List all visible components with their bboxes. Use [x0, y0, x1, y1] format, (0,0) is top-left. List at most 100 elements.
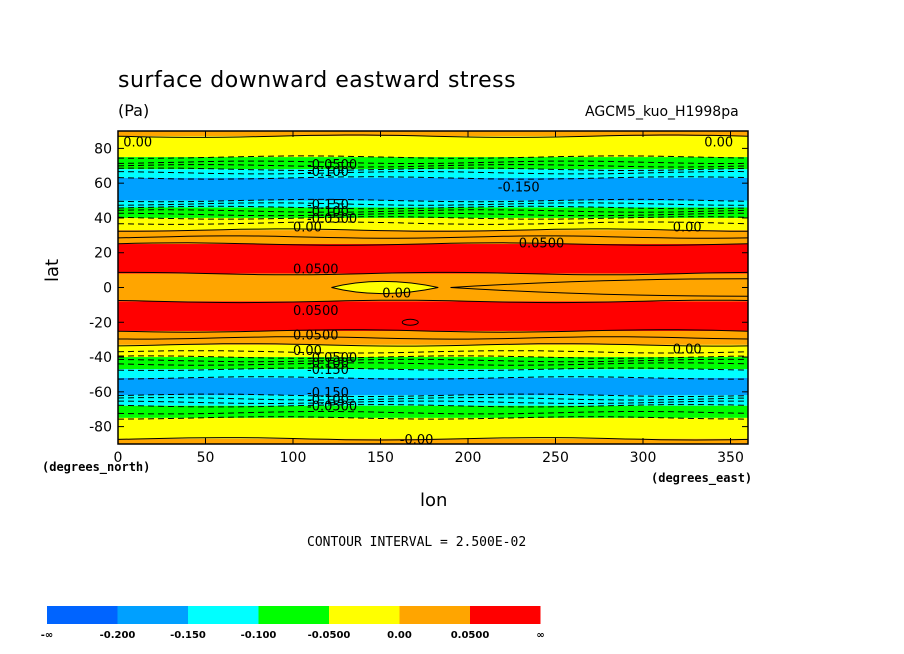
contour-line-22 [118, 350, 748, 354]
contour-line-32 [118, 411, 748, 415]
x-axis-label: lon [420, 490, 448, 511]
contour-line-16 [118, 242, 748, 246]
contour-label-9: 0.00 [673, 221, 702, 236]
contour-label-11: 0.0500 [293, 262, 339, 277]
contour-line-20 [118, 336, 748, 340]
contour-label-21: -0.100 [307, 393, 349, 408]
colorbar-label-1: -0.200 [100, 630, 136, 641]
band-14 [118, 357, 748, 370]
y-axis-units: (degrees_north) [42, 460, 151, 474]
contour-label-6: -0.100 [307, 205, 349, 220]
contour-line-9 [118, 205, 748, 210]
contour-label-18: -0.150 [307, 363, 349, 378]
band-3 [118, 169, 748, 178]
model-name: AGCM5_kuo_H1998pa [585, 104, 739, 120]
small-loop [401, 318, 419, 326]
x-axis-units: (degrees_east) [651, 471, 753, 485]
colorbar-label-7: ∞ [536, 630, 544, 641]
contour-line-15 [118, 235, 748, 239]
band-17 [118, 395, 748, 406]
equatorial-contour [450, 278, 749, 297]
band-0 [118, 131, 748, 137]
contour-line-1 [118, 155, 748, 159]
equatorial-tongue [331, 280, 439, 295]
colorbar-swatch-0 [47, 606, 118, 624]
band-1 [118, 136, 748, 158]
x-tick-label-2: 100 [280, 450, 307, 466]
x-tick-label-3: 150 [367, 450, 394, 466]
contour-label-22: -0.0500 [307, 400, 357, 415]
x-tick-label-6: 300 [630, 450, 657, 466]
contour-line-19 [118, 329, 748, 333]
y-tick-label-8: -80 [89, 420, 112, 436]
contour-line-31 [118, 404, 748, 408]
contour-label-1: 0.00 [704, 135, 733, 150]
x-tick-label-5: 250 [542, 450, 569, 466]
contour-label-17: -0.100 [307, 356, 349, 371]
band-19 [118, 417, 748, 439]
contour-line-13 [118, 221, 748, 225]
band-20 [118, 438, 748, 444]
contour-line-2 [118, 160, 748, 164]
contour-line-33 [118, 416, 748, 420]
contour-line-17 [118, 271, 748, 276]
contour-label-14: 0.0500 [293, 328, 339, 343]
y-tick-label-4: 0 [103, 281, 112, 297]
colorbar-label-5: 0.00 [387, 630, 412, 641]
colorbar-label-2: -0.150 [170, 630, 206, 641]
y-tick-label-5: -20 [89, 315, 112, 331]
contour-line-5 [118, 170, 748, 175]
y-tick-label-7: -60 [89, 385, 112, 401]
y-tick-label-6: -40 [89, 350, 112, 366]
contour-label-7: -0.0500 [307, 212, 357, 227]
band-5 [118, 200, 748, 208]
band-11 [118, 301, 748, 331]
contour-line-25 [118, 362, 748, 366]
contour-line-27 [118, 376, 748, 380]
y-tick-label-1: 60 [94, 176, 112, 192]
y-tick-label-3: 20 [94, 246, 112, 262]
colorbar-swatch-1 [117, 606, 188, 624]
contour-label-5: -0.150 [307, 198, 349, 213]
colorbar-swatch-3 [258, 606, 329, 624]
x-tick-label-0: 0 [114, 450, 123, 466]
contour-line-28 [118, 393, 748, 397]
colorbar-swatch-2 [188, 606, 259, 624]
colorbar-label-6: 0.0500 [451, 630, 490, 641]
contour-line-7 [118, 198, 748, 203]
contour-line-4 [118, 167, 748, 172]
contour-label-8: 0.00 [293, 221, 322, 236]
contour-line-8 [118, 202, 748, 206]
contour-label-13: 0.0500 [293, 304, 339, 319]
contour-line-26 [118, 367, 748, 371]
contour-interval: CONTOUR INTERVAL = 2.500E-02 [307, 535, 527, 550]
contour-line-12 [118, 216, 748, 220]
contour-line-29 [118, 397, 748, 401]
contour-label-23: -0.00 [400, 433, 434, 448]
colorbar-label-3: -0.100 [241, 630, 277, 641]
contour-label-4: -0.150 [498, 181, 540, 196]
contour-line-21 [118, 343, 748, 347]
contour-label-10: 0.0500 [519, 236, 565, 251]
contour-label-19: 0.00 [673, 342, 702, 357]
band-13 [118, 344, 748, 358]
contour-line-6 [118, 176, 748, 180]
band-16 [118, 377, 748, 396]
chart-title: surface downward eastward stress [118, 68, 517, 93]
band-12 [118, 330, 748, 345]
contour-line-23 [118, 355, 748, 359]
band-6 [118, 207, 748, 218]
band-18 [118, 405, 748, 418]
contour-line-3 [118, 164, 748, 168]
chart-units: (Pa) [118, 101, 150, 120]
contour-label-3: -0.100 [307, 165, 349, 180]
contour-line-14 [118, 228, 748, 232]
contour-label-15: 0.00 [293, 344, 322, 359]
colorbar-swatch-6 [470, 606, 541, 624]
y-tick-label-0: 80 [94, 141, 112, 157]
contour-label-20: -0.150 [307, 386, 349, 401]
contour-label-16: -0.0500 [307, 351, 357, 366]
colorbar-label-0: -∞ [41, 630, 53, 641]
contour-label-0: 0.00 [123, 135, 152, 150]
